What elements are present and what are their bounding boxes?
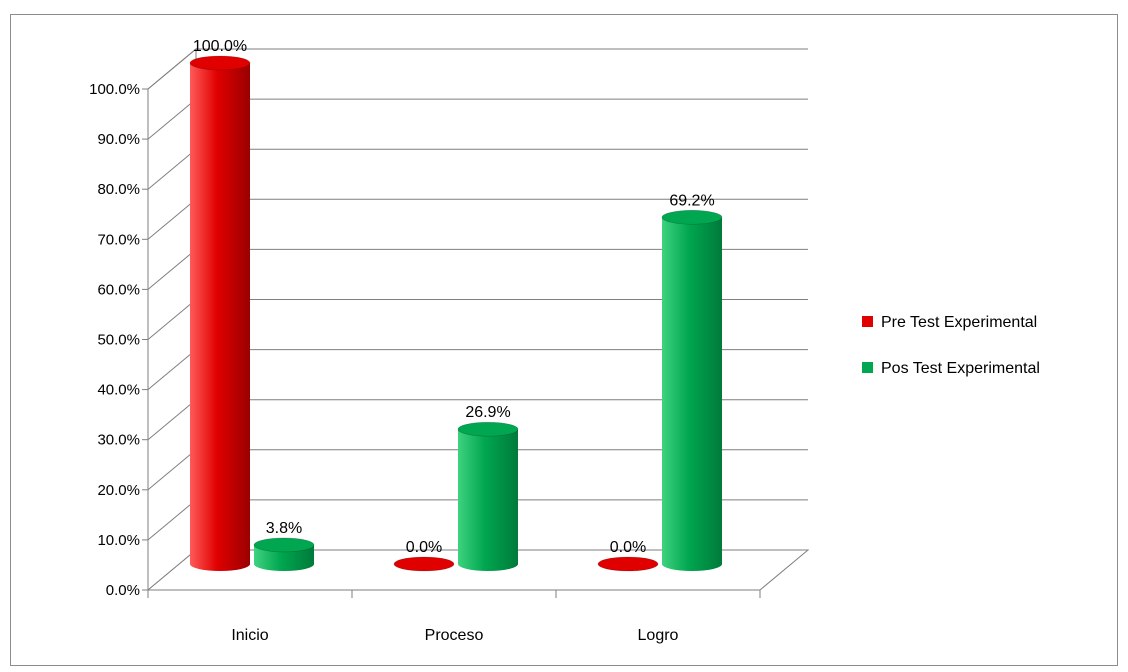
- bar-top: [253, 537, 315, 553]
- x-tick-label: Proceso: [425, 627, 484, 644]
- data-labels: 100.0% 0.0% 0.0% 3.8% 26.9% 69.2%: [193, 38, 715, 556]
- legend: Pre Test Experimental Pos Test Experiment…: [862, 314, 1040, 377]
- bar: [597, 556, 659, 572]
- gridline-side: [147, 449, 197, 491]
- bar: [189, 55, 251, 571]
- y-tick-label: 80.0%: [97, 181, 140, 198]
- bar-top: [393, 556, 455, 572]
- y-tick-label: 100.0%: [89, 81, 140, 98]
- bar-body: [254, 544, 314, 571]
- gridline-side: [147, 198, 197, 240]
- bar: [457, 421, 519, 571]
- bar-body: [458, 429, 518, 571]
- gridline-side: [147, 349, 197, 390]
- y-tick-label: 70.0%: [97, 231, 140, 248]
- gridline-side: [147, 148, 197, 190]
- data-label: 69.2%: [669, 192, 714, 209]
- y-tick-label: 60.0%: [97, 281, 140, 298]
- bar-body: [190, 63, 250, 571]
- x-tick-label: Logro: [638, 627, 679, 644]
- data-label: 3.8%: [266, 520, 302, 537]
- bar-body: [662, 217, 722, 572]
- bar-top: [189, 55, 251, 71]
- y-tick-label: 10.0%: [97, 532, 140, 549]
- legend-label: Pos Test Experimental: [881, 360, 1040, 377]
- gridline-side: [147, 48, 197, 90]
- bar-top: [661, 210, 723, 225]
- x-tick-label: Inicio: [231, 627, 268, 644]
- bar: [661, 210, 723, 572]
- bar: [393, 556, 455, 572]
- y-tick-label: 50.0%: [97, 332, 140, 349]
- gridline-side: [147, 499, 197, 541]
- legend-swatch: [862, 316, 873, 327]
- gridline-side: [147, 399, 197, 441]
- gridline-side: [147, 299, 197, 340]
- gridline-side: [147, 98, 197, 140]
- data-label: 100.0%: [193, 38, 247, 55]
- data-label: 26.9%: [465, 404, 510, 421]
- data-label: 0.0%: [610, 539, 646, 556]
- legend-swatch: [862, 362, 873, 373]
- legend-label: Pre Test Experimental: [881, 314, 1037, 331]
- y-tick-label: 90.0%: [97, 131, 140, 148]
- y-axis-ticks: 0.0% 10.0% 20.0% 30.0% 40.0% 50.0% 60.0% 70.0% 8…: [89, 81, 148, 599]
- data-label: 0.0%: [406, 539, 442, 556]
- x-axis-ticks: Inicio Proceso Logro: [147, 590, 761, 644]
- y-tick-label: 20.0%: [97, 482, 140, 499]
- bars: [189, 55, 723, 572]
- y-tick-label: 0.0%: [106, 582, 140, 599]
- y-tick-label: 30.0%: [97, 432, 140, 449]
- bar: [253, 537, 315, 571]
- bar-top: [457, 421, 519, 437]
- bar-top: [597, 556, 659, 572]
- y-tick-label: 40.0%: [97, 382, 140, 399]
- gridline-side: [147, 249, 197, 290]
